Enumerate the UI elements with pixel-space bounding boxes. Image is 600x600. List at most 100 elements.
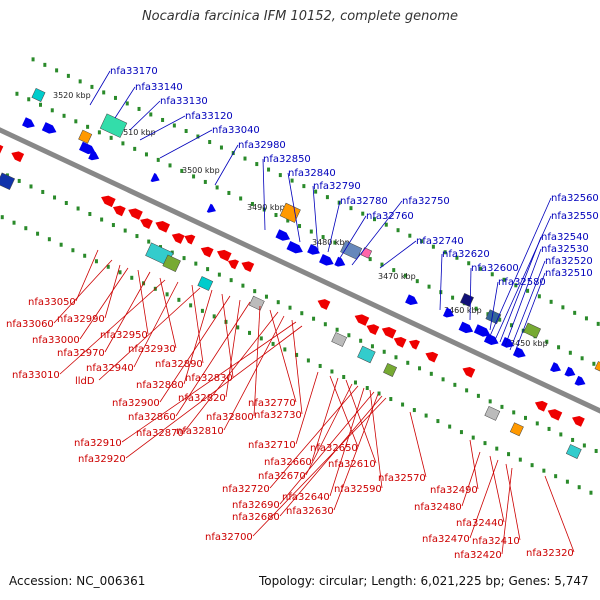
track-tick-mark [561,305,565,310]
track-tick-mark [200,308,204,313]
reverse-gene-label: nfa32650 [310,443,358,454]
track-tick-mark [125,101,129,106]
forward-gene-arrow [549,362,561,372]
track-tick-mark [389,397,393,402]
reverse-gene-label: nfa32970 [57,348,105,359]
forward-gene-leader-line [327,200,341,253]
forward-gene-arrow [206,203,216,213]
track-tick-mark [384,222,388,227]
feature-box [331,332,348,347]
track-tick-mark [580,356,584,361]
reverse-gene-label: nfa32670 [258,471,306,482]
track-tick-mark [502,277,506,282]
track-tick-mark [443,250,447,255]
forward-gene-arrow [319,254,334,266]
reverse-gene-arrow [572,416,585,427]
reverse-gene-arrow-shape [393,337,407,348]
forward-gene-arrow-shape [22,117,35,128]
track-tick-mark [206,267,210,272]
track-tick-mark [594,448,598,453]
reverse-gene-leader-line [295,371,319,445]
forward-gene-arrow-shape [79,141,96,155]
track-tick-mark [194,261,198,266]
reverse-gene-label: nfa32890 [155,359,203,370]
track-tick-mark [349,206,353,211]
reverse-gene-leader-line [409,411,427,478]
feature-box [383,362,398,377]
forward-gene-arrow-shape [150,172,160,182]
reverse-gene-arrow-shape [354,314,370,326]
track-tick-mark [571,437,575,442]
forward-gene-arrow [512,347,526,358]
track-tick-mark [276,300,280,305]
track-tick-mark [189,303,193,308]
track-tick-mark [94,259,98,264]
reverse-gene-leader-line [544,475,575,553]
forward-gene-label: nfa32580 [498,277,546,288]
reverse-gene-label: nfa32920 [78,454,126,465]
track-tick-mark [471,435,475,440]
reverse-gene-label: nfa33000 [32,335,80,346]
track-tick-mark [100,217,104,222]
forward-gene-arrow [564,366,576,377]
track-tick-mark [76,206,80,211]
reverse-gene-leader-line [291,319,303,415]
track-tick-mark [147,239,151,244]
track-tick-mark [286,218,290,223]
forward-gene-label: nfa32600 [471,263,519,274]
reverse-gene-arrow-shape [241,261,255,273]
forward-gene-arrow-shape [458,321,474,334]
track-tick-mark [302,184,306,189]
reverse-gene-leader-line [137,269,149,335]
track-tick-mark [39,102,43,107]
track-tick-mark [250,201,254,206]
reverse-gene-label: nfa32830 [185,373,233,384]
reverse-gene-leader-line [59,279,166,375]
reverse-gene-label: nfa32570 [378,473,426,484]
track-tick-mark [526,288,530,293]
reverse-gene-leader-line [501,467,513,555]
reverse-gene-label: nfa32810 [176,426,224,437]
track-tick-mark [123,228,127,233]
figure-title: Nocardia farcinica IFM 10152, complete g… [141,9,459,24]
feature-box-shape [31,88,46,102]
forward-gene-arrow-shape [405,294,418,306]
forward-gene-leader-line [379,240,417,269]
feature-box-shape [594,361,600,374]
track-tick-mark [278,173,282,178]
scale-label: 3520 kbp [53,91,91,100]
track-tick-mark [300,311,304,316]
reverse-gene-label: nfa32940 [86,363,134,374]
reverse-gene-arrow [11,151,25,163]
forward-gene-arrow-shape [574,375,586,386]
feature-box [360,247,373,259]
forward-gene-leader-line [89,70,111,106]
track-tick-mark [106,264,110,269]
track-tick-mark [88,212,92,217]
reverse-gene-leader-line [53,259,113,324]
track-tick-mark [429,371,433,376]
track-tick-mark [156,157,160,162]
feature-box-shape [357,345,376,364]
track-tick-mark [559,432,563,437]
forward-gene-arrow-shape [307,244,320,255]
track-tick-mark [36,231,40,236]
reverse-gene-label: nfa32990 [57,314,105,325]
track-tick-mark [412,408,416,413]
forward-gene-arrow-shape [483,333,499,345]
forward-gene-arrow-shape [286,241,303,254]
track-tick-mark [267,167,271,172]
reverse-gene-arrow-shape [112,205,126,217]
reverse-gene-arrow [112,205,126,217]
feature-box [565,444,582,459]
track-tick-mark [495,446,499,451]
track-tick-mark [500,404,504,409]
reverse-gene-leader-line [279,391,375,505]
track-tick-mark [264,294,268,299]
track-tick-mark [208,140,212,145]
reverse-gene-label: nfa32710 [248,440,296,451]
forward-gene-leader-line [339,215,367,259]
track-tick-mark [71,248,75,253]
reverse-gene-leader-line [159,277,177,349]
